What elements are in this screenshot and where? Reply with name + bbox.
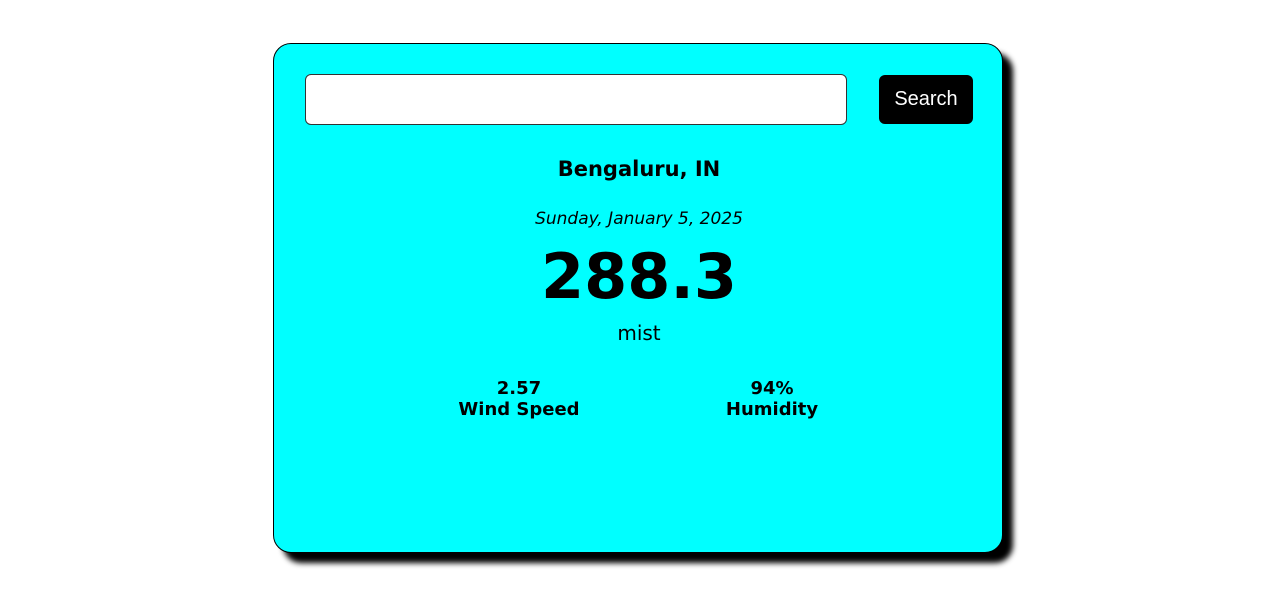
- current-date: Sunday, January 5, 2025: [535, 209, 743, 229]
- temperature: 288.3: [540, 240, 738, 313]
- wind-speed-label: Wind Speed: [458, 399, 580, 420]
- search-button[interactable]: Search: [879, 75, 973, 124]
- humidity-label: Humidity: [725, 399, 819, 420]
- wind-speed-stat: 2.57 Wind Speed: [419, 378, 619, 420]
- weather-description: mist: [617, 321, 661, 345]
- humidity-stat: 94% Humidity: [672, 378, 872, 420]
- city-name: Bengaluru, IN: [557, 157, 721, 181]
- weather-card: Search Bengaluru, IN Sunday, January 5, …: [273, 43, 1003, 553]
- wind-speed-value: 2.57: [496, 378, 542, 399]
- humidity-value: 94%: [750, 378, 794, 399]
- search-input[interactable]: [305, 74, 847, 125]
